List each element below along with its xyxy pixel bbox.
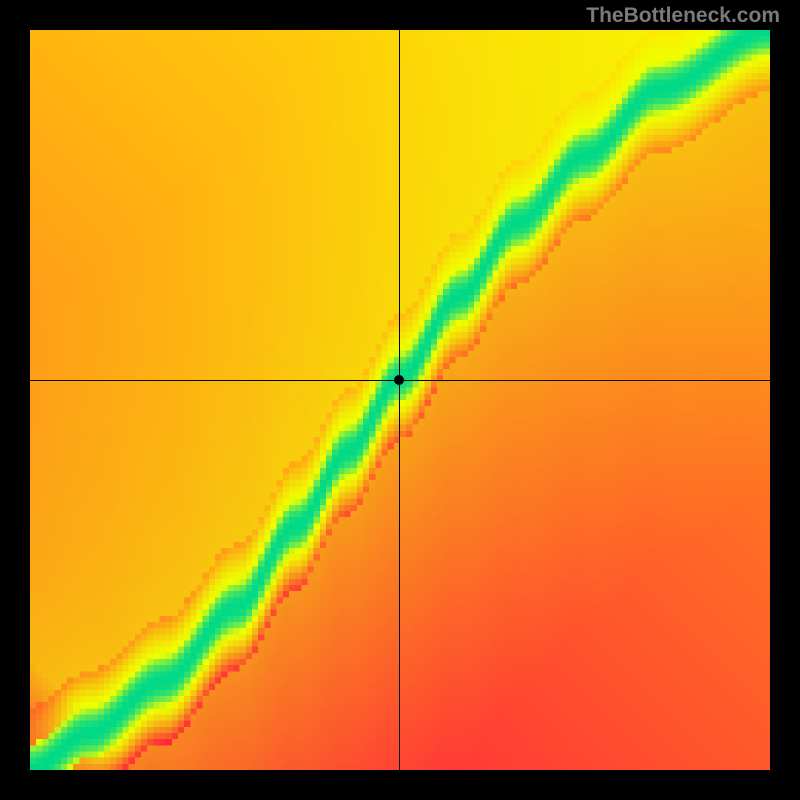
watermark-text: TheBottleneck.com: [586, 4, 780, 28]
crosshair-vertical: [399, 30, 400, 770]
crosshair-marker: [394, 375, 404, 385]
heatmap-plot: [30, 30, 770, 770]
heatmap-canvas: [30, 30, 770, 770]
